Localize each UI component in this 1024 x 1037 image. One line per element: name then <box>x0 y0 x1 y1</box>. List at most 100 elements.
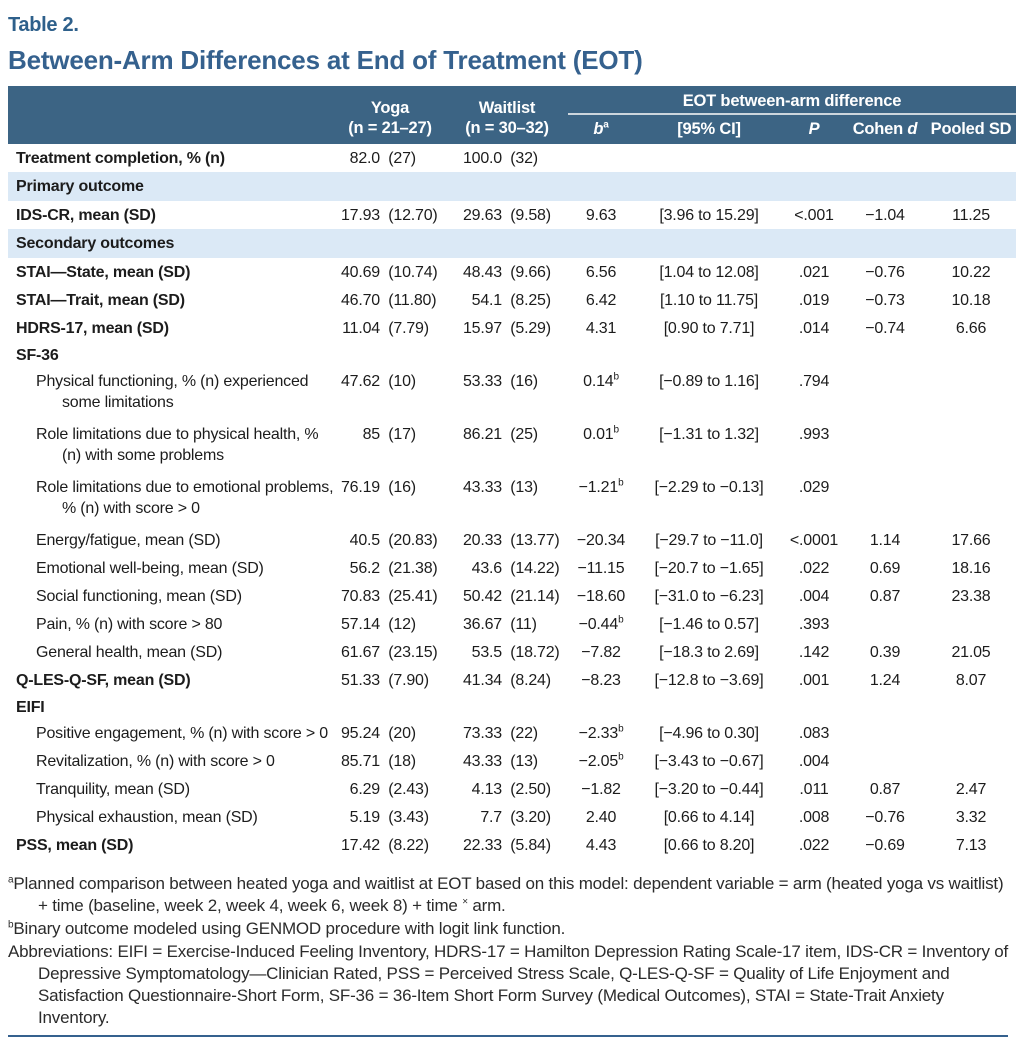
yoga-value: 40.5 (20.83) <box>349 532 438 549</box>
ci-value: [3.96 to 15.29] <box>659 207 759 224</box>
b-italic: b <box>593 120 604 138</box>
yoga-value: 51.33 (7.90) <box>340 672 429 689</box>
pooled-sd-value: 17.66 <box>951 532 991 549</box>
table-row: STAI—Trait, mean (SD) 46.70 (11.80) 54.1 (… <box>8 286 1016 314</box>
waitlist-header-n: (n = 30–32) <box>465 119 549 137</box>
yoga-value: 6.29 (2.43) <box>349 781 429 798</box>
ci-value: [−0.89 to 1.16] <box>659 373 759 390</box>
row-label: Physical exhaustion, mean (SD) <box>36 809 258 826</box>
section-label: Primary outcome <box>16 178 144 195</box>
p-value: .021 <box>798 264 830 281</box>
yoga-value: 57.14 (12) <box>340 616 416 633</box>
table-row: STAI—State, mean (SD) 40.69 (10.74) 48.43 … <box>8 258 1016 286</box>
p-value: .794 <box>798 373 830 390</box>
p-value: .083 <box>798 725 830 742</box>
waitlist-value: 73.33 (22) <box>462 725 538 742</box>
ci-value: [−12.8 to −3.69] <box>654 672 764 689</box>
row-label: Social functioning, mean (SD) <box>36 588 242 605</box>
table-body: Treatment completion, % (n) 82.0 (27) 100.… <box>8 144 1016 859</box>
row-label: Energy/fatigue, mean (SD) <box>36 532 221 549</box>
ci-value: [−20.7 to −1.65] <box>654 560 764 577</box>
b-value: 6.56 <box>585 264 617 281</box>
yoga-value: 5.19 (3.43) <box>349 809 429 826</box>
pooled-sd-value: 10.22 <box>951 264 991 281</box>
pooled-sd-value: 7.13 <box>955 837 987 854</box>
cohen-d-value: 0.39 <box>869 644 901 661</box>
b-value: −8.23 <box>581 672 621 689</box>
yoga-value: 82.0 (27) <box>349 150 416 167</box>
b-value: −7.82 <box>581 644 621 661</box>
waitlist-value: 41.34 (8.24) <box>462 672 551 689</box>
b-superscript: b <box>618 751 624 763</box>
footnote: bBinary outcome modeled using GENMOD pro… <box>8 919 566 938</box>
table-row: HDRS-17, mean (SD) 11.04 (7.79) 15.97 (5.2… <box>8 314 1016 342</box>
cohen-d-italic: d <box>907 120 918 138</box>
section-band-row: Secondary outcomes <box>8 229 1016 258</box>
data-table: Yoga (n = 21–27) Waitlist (n = 30–32) EO… <box>8 86 1016 859</box>
cohen-d-value: −0.76 <box>865 264 905 281</box>
yoga-value: 56.2 (21.38) <box>349 560 438 577</box>
b-superscript: b <box>618 614 624 626</box>
p-value: .014 <box>798 320 830 337</box>
column-header-ci: [95% CI] <box>677 120 741 138</box>
b-value: 4.43 <box>585 837 617 854</box>
p-value: .011 <box>799 781 829 798</box>
p-value: .019 <box>798 292 830 309</box>
yoga-value: 70.83 (25.41) <box>340 588 438 605</box>
b-value: 4.31 <box>585 320 617 337</box>
yoga-value: 17.93 (12.70) <box>340 207 438 224</box>
ci-value: [0.66 to 8.20] <box>663 837 755 854</box>
table-row: PSS, mean (SD) 17.42 (8.22) 22.33 (5.84) 4.… <box>8 831 1016 859</box>
b-value: −2.33b <box>578 723 624 742</box>
cohen-d-value: 0.87 <box>869 781 901 798</box>
column-header-waitlist: Waitlist (n = 30–32) <box>446 86 568 144</box>
table-row: Positive engagement, % (n) with score > … <box>8 719 1016 747</box>
yoga-value: 76.19 (16) <box>340 479 416 496</box>
section-band-row: Primary outcome <box>8 172 1016 201</box>
pooled-sd-value: 10.18 <box>951 292 991 309</box>
table-row: Pain, % (n) with score > 80 57.14 (12) 36.… <box>8 610 1016 638</box>
row-label: Physical functioning, % (n) experienced … <box>36 373 309 411</box>
row-label: Role limitations due to physical health,… <box>36 426 319 464</box>
table-row: Social functioning, mean (SD) 70.83 (25.4… <box>8 582 1016 610</box>
row-label: Revitalization, % (n) with score > 0 <box>36 753 275 770</box>
p-value: <.0001 <box>789 532 839 549</box>
b-value: −2.05b <box>578 751 624 770</box>
yoga-value: 47.62 (10) <box>340 373 416 390</box>
table-row: Treatment completion, % (n) 82.0 (27) 100.… <box>8 144 1016 172</box>
p-value: .029 <box>798 479 830 496</box>
row-label: General health, mean (SD) <box>36 644 223 661</box>
waitlist-value: 48.43 (9.66) <box>462 264 551 281</box>
times-superscript: × <box>462 896 468 908</box>
row-label: PSS, mean (SD) <box>16 837 134 854</box>
waitlist-value: 54.1 (8.25) <box>471 292 551 309</box>
yoga-value: 85.71 (18) <box>340 753 416 770</box>
pooled-sd-value: 23.38 <box>951 588 991 605</box>
ci-value: [1.10 to 11.75] <box>659 292 759 309</box>
row-label: Treatment completion, % (n) <box>16 150 225 167</box>
b-superscript: b <box>613 424 619 436</box>
ci-value: [−1.31 to 1.32] <box>659 426 759 443</box>
waitlist-value: 43.6 (14.22) <box>471 560 560 577</box>
column-header-cohen-d: Cohen d <box>844 120 926 138</box>
cohen-word: Cohen <box>852 120 904 138</box>
waitlist-value: 29.63 (9.58) <box>462 207 551 224</box>
footnote-superscript: a <box>8 874 14 886</box>
footnote: Abbreviations: EIFI = Exercise-Induced F… <box>8 942 1009 1027</box>
ci-value: [−1.46 to 0.57] <box>659 616 759 633</box>
b-value: −1.82 <box>581 781 621 798</box>
table-page: Table 2. Between-Arm Differences at End … <box>0 14 1024 1037</box>
table-row: Role limitations due to physical health,… <box>8 420 1016 473</box>
table-row: Tranquility, mean (SD) 6.29 (2.43) 4.13 (2… <box>8 775 1016 803</box>
cohen-d-value: −0.73 <box>865 292 905 309</box>
p-value: .008 <box>798 809 830 826</box>
row-label: Pain, % (n) with score > 80 <box>36 616 223 633</box>
waitlist-value: 7.7 (3.20) <box>480 809 551 826</box>
table-title: Between-Arm Differences at End of Treatm… <box>8 45 643 75</box>
p-value: .004 <box>798 588 830 605</box>
waitlist-header-name: Waitlist <box>478 99 536 117</box>
pooled-sd-value: 2.47 <box>955 781 987 798</box>
table-row: Emotional well-being, mean (SD) 56.2 (21.… <box>8 554 1016 582</box>
pooled-sd-value: 21.05 <box>951 644 991 661</box>
cohen-d-value: 1.24 <box>869 672 901 689</box>
